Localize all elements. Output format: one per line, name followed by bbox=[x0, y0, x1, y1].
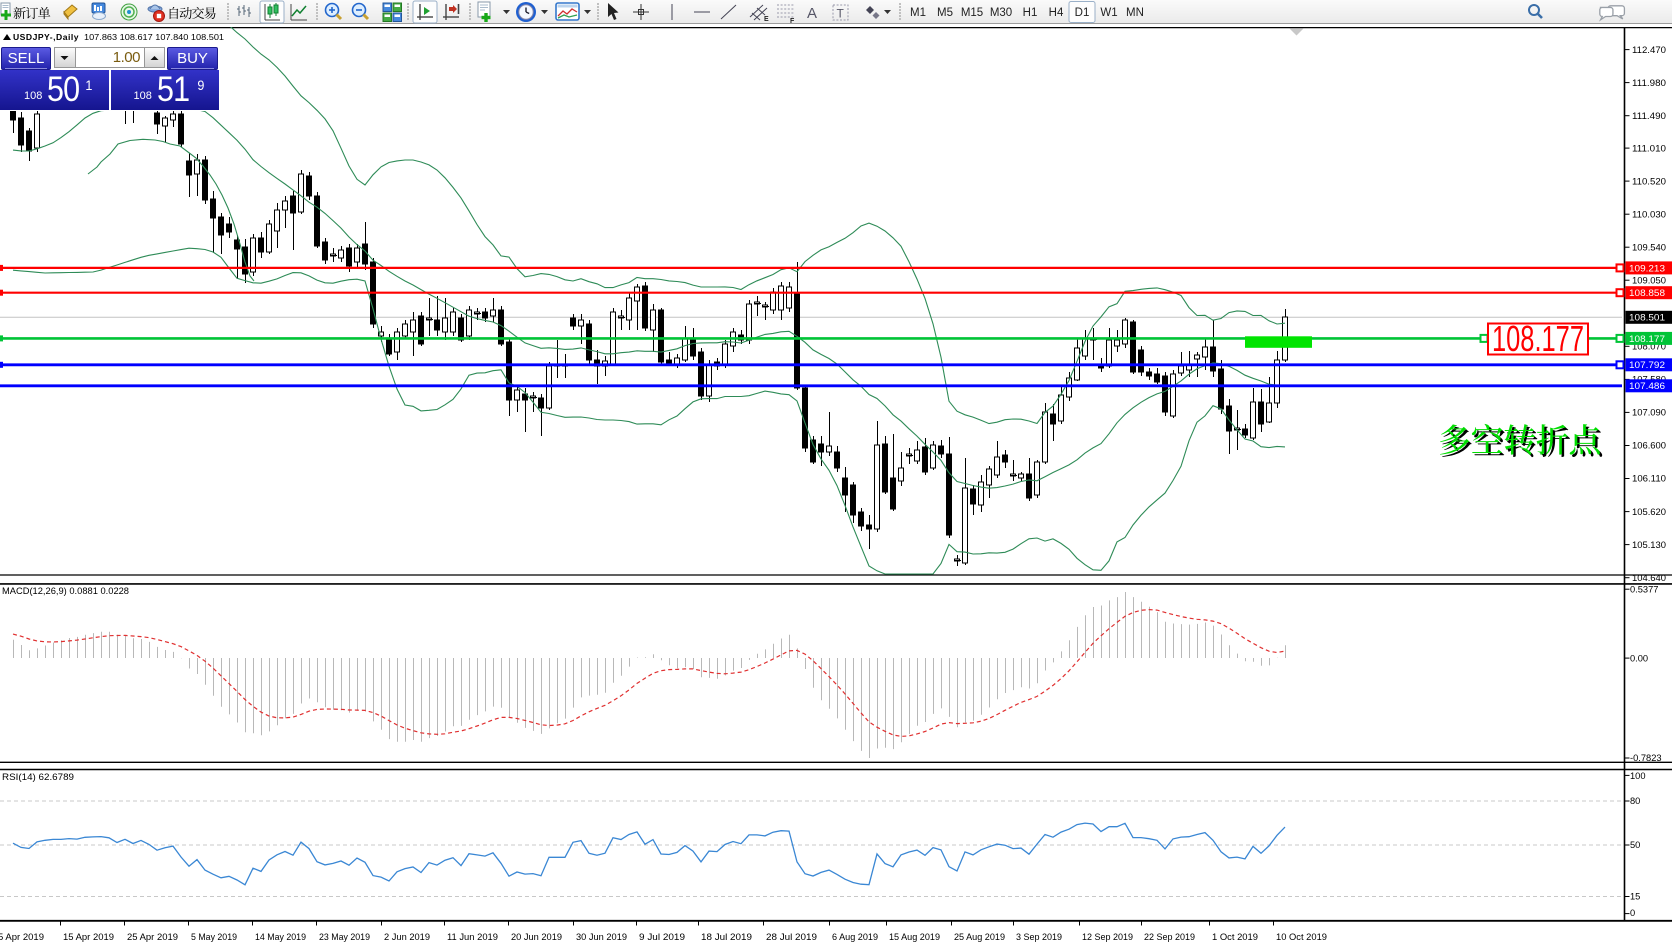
svg-text:111.980: 111.980 bbox=[1632, 78, 1666, 88]
svg-text:30 Jun 2019: 30 Jun 2019 bbox=[576, 932, 627, 943]
svg-text:106.600: 106.600 bbox=[1632, 441, 1666, 451]
svg-text:14 May 2019: 14 May 2019 bbox=[255, 932, 306, 943]
svg-text:D1: D1 bbox=[1075, 7, 1090, 19]
svg-text:10 Oct 2019: 10 Oct 2019 bbox=[1276, 932, 1327, 943]
svg-text:0.5377: 0.5377 bbox=[1630, 584, 1658, 594]
svg-text:108.501: 108.501 bbox=[1629, 313, 1665, 323]
svg-text:112.470: 112.470 bbox=[1632, 45, 1666, 55]
svg-text:109.050: 109.050 bbox=[1632, 275, 1666, 285]
svg-text:2 Jun 2019: 2 Jun 2019 bbox=[384, 932, 430, 943]
svg-text:28 Jul 2019: 28 Jul 2019 bbox=[766, 932, 817, 943]
svg-text:25 Aug 2019: 25 Aug 2019 bbox=[954, 932, 1005, 943]
svg-text:105.130: 105.130 bbox=[1632, 540, 1666, 550]
svg-text:M30: M30 bbox=[990, 7, 1012, 19]
svg-text:5 May 2019: 5 May 2019 bbox=[191, 932, 237, 943]
svg-text:105.620: 105.620 bbox=[1632, 507, 1666, 517]
svg-text:M1: M1 bbox=[910, 7, 926, 19]
svg-text:107.486: 107.486 bbox=[1629, 381, 1665, 391]
svg-text:110.030: 110.030 bbox=[1632, 209, 1666, 219]
svg-text:107.792: 107.792 bbox=[1629, 360, 1665, 370]
svg-text:6 Aug 2019: 6 Aug 2019 bbox=[832, 932, 878, 943]
svg-text:22 Sep 2019: 22 Sep 2019 bbox=[1144, 932, 1195, 943]
svg-text:11 Jun 2019: 11 Jun 2019 bbox=[447, 932, 498, 943]
svg-text:0.00: 0.00 bbox=[1630, 653, 1648, 663]
svg-text:1 Oct 2019: 1 Oct 2019 bbox=[1212, 932, 1258, 943]
svg-text:104.640: 104.640 bbox=[1632, 573, 1666, 583]
svg-text:5 Apr 2019: 5 Apr 2019 bbox=[0, 932, 44, 943]
svg-text:108.177: 108.177 bbox=[1492, 318, 1584, 359]
svg-text:110.520: 110.520 bbox=[1632, 176, 1666, 186]
svg-text:18 Jul 2019: 18 Jul 2019 bbox=[701, 932, 752, 943]
svg-text:50: 50 bbox=[1630, 840, 1640, 850]
svg-text:108.070: 108.070 bbox=[1632, 342, 1666, 352]
svg-text:E: E bbox=[764, 16, 769, 23]
svg-text:107.090: 107.090 bbox=[1632, 408, 1666, 418]
svg-text:109.540: 109.540 bbox=[1632, 242, 1666, 252]
svg-text:80: 80 bbox=[1630, 796, 1640, 806]
svg-text:107.863 108.617 107.840 108.50: 107.863 108.617 107.840 108.501 bbox=[84, 32, 224, 42]
svg-text:-0.7823: -0.7823 bbox=[1630, 753, 1662, 763]
svg-text:108.858: 108.858 bbox=[1629, 288, 1665, 298]
svg-text:T: T bbox=[837, 7, 845, 21]
svg-text:106.110: 106.110 bbox=[1632, 474, 1666, 484]
svg-text:20 Jun 2019: 20 Jun 2019 bbox=[511, 932, 562, 943]
svg-text:9 Jul 2019: 9 Jul 2019 bbox=[639, 932, 685, 943]
svg-text:USDJPY-,Daily: USDJPY-,Daily bbox=[13, 32, 79, 42]
svg-text:W1: W1 bbox=[1100, 7, 1117, 19]
svg-text:H1: H1 bbox=[1023, 7, 1038, 19]
svg-text:109.213: 109.213 bbox=[1629, 263, 1665, 273]
svg-text:23 May 2019: 23 May 2019 bbox=[319, 932, 370, 943]
svg-text:3 Sep 2019: 3 Sep 2019 bbox=[1016, 932, 1062, 943]
svg-text:F: F bbox=[790, 18, 795, 25]
svg-text:12 Sep 2019: 12 Sep 2019 bbox=[1082, 932, 1133, 943]
svg-text:M15: M15 bbox=[961, 7, 983, 19]
svg-text:111.010: 111.010 bbox=[1632, 143, 1666, 153]
svg-text:H4: H4 bbox=[1049, 7, 1064, 19]
svg-text:15 Aug 2019: 15 Aug 2019 bbox=[889, 932, 940, 943]
svg-text:15: 15 bbox=[1630, 892, 1640, 902]
svg-text:25 Apr 2019: 25 Apr 2019 bbox=[127, 932, 178, 943]
svg-text:111.490: 111.490 bbox=[1632, 111, 1666, 121]
svg-text:MACD(12,26,9) 0.0881 0.0228: MACD(12,26,9) 0.0881 0.0228 bbox=[2, 586, 129, 597]
svg-text:M5: M5 bbox=[937, 7, 953, 19]
svg-text:A: A bbox=[807, 5, 817, 22]
svg-text:100: 100 bbox=[1630, 771, 1646, 781]
svg-text:108.177: 108.177 bbox=[1629, 334, 1665, 344]
svg-text:0: 0 bbox=[1630, 908, 1635, 918]
svg-text:RSI(14) 62.6789: RSI(14) 62.6789 bbox=[2, 772, 74, 783]
svg-text:MN: MN bbox=[1126, 7, 1144, 19]
svg-text:15 Apr 2019: 15 Apr 2019 bbox=[63, 932, 114, 943]
